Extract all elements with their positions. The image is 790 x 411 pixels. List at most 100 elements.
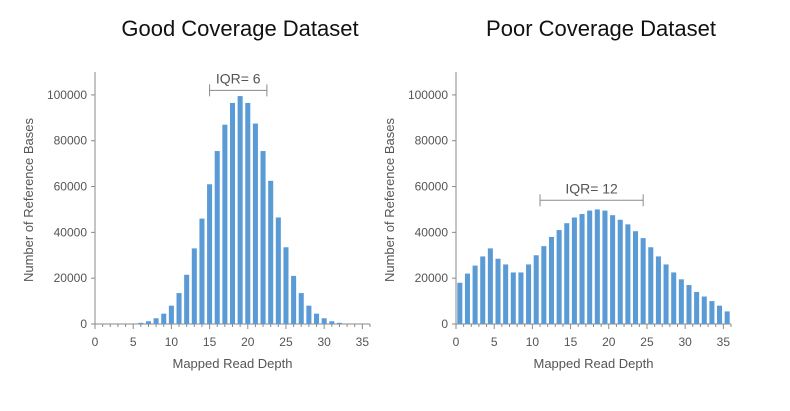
left-y-tick-label: 60000: [54, 180, 88, 194]
left-bar: [260, 151, 266, 324]
left-y-tick-label: 20000: [54, 271, 88, 285]
right-bar: [610, 215, 616, 324]
right-bar: [648, 247, 654, 324]
right-bar: [564, 223, 570, 324]
right-x-tick-label: 5: [491, 335, 498, 349]
left-bar: [222, 124, 228, 324]
right-bar: [541, 246, 547, 324]
right-bar: [579, 214, 585, 324]
left-bar: [329, 321, 335, 324]
left-x-tick-label: 10: [165, 335, 179, 349]
left-bar: [306, 305, 312, 324]
right-x-tick-label: 0: [453, 335, 460, 349]
left-bar: [237, 96, 243, 325]
right-bar: [694, 291, 700, 324]
left-bar: [229, 102, 236, 324]
right-bar: [709, 301, 715, 324]
right-bar: [640, 238, 646, 324]
left-x-tick-label: 35: [356, 335, 370, 349]
left-y-tick-label: 40000: [54, 225, 88, 239]
right-bar: [678, 279, 684, 324]
left-bar: [138, 322, 144, 324]
left-bar: [168, 305, 174, 324]
left-bar: [214, 151, 220, 324]
right-x-tick-label: 30: [678, 335, 692, 349]
right-chart-panel: 0 20000 40000 60000 80000 100000 0 5 10 15 20 25 30 3…: [382, 72, 732, 371]
left-y-tick-label: 0: [80, 317, 87, 331]
left-bar: [314, 313, 320, 324]
left-x-tick-label: 20: [241, 335, 255, 349]
left-bar: [161, 313, 167, 324]
right-y-tick-label: 40000: [415, 225, 449, 239]
right-y-tick-label: 0: [441, 317, 448, 331]
left-chart-title: Good Coverage Dataset: [121, 16, 358, 41]
right-y-tick-label: 80000: [415, 134, 449, 148]
left-x-tick-label: 0: [92, 335, 99, 349]
left-bar: [291, 275, 297, 324]
right-x-tick-label: 20: [602, 335, 616, 349]
left-x-tick-label: 25: [279, 335, 293, 349]
left-x-tick-label: 30: [317, 335, 331, 349]
left-bar: [252, 123, 258, 324]
left-bar: [245, 102, 251, 324]
left-bar: [283, 247, 289, 324]
right-bar: [518, 272, 524, 324]
right-y-axis-label: Number of Reference Bases: [382, 117, 397, 282]
right-bar: [594, 209, 600, 324]
left-x-tick-label: 15: [203, 335, 217, 349]
right-y-tick-label: 100000: [408, 88, 448, 102]
right-bar: [587, 210, 593, 324]
left-iqr-label: IQR= 6: [216, 70, 261, 86]
left-chart-panel: 0 20000 40000 60000 80000 100000 0 5 10 15 20 25 30 3…: [21, 70, 371, 371]
left-y-tick-label: 100000: [47, 88, 87, 102]
right-bar: [457, 282, 463, 324]
right-bar: [495, 258, 501, 324]
right-bar: [717, 305, 723, 324]
left-bar: [191, 248, 197, 324]
left-bar: [184, 274, 190, 324]
left-bar: [207, 184, 213, 324]
left-bar: [199, 218, 205, 324]
right-x-tick-label: 25: [640, 335, 654, 349]
right-bar: [533, 255, 539, 324]
right-bar: [625, 224, 631, 324]
left-x-axis-label: Mapped Read Depth: [173, 356, 293, 371]
right-bar: [655, 256, 661, 324]
right-bar: [617, 219, 623, 324]
right-chart-title: Poor Coverage Dataset: [486, 16, 716, 41]
left-y-tick-label: 80000: [54, 134, 88, 148]
right-bar: [480, 256, 486, 324]
left-x-tick-label: 5: [130, 335, 137, 349]
left-bar: [275, 217, 281, 324]
left-bar: [321, 318, 327, 324]
right-x-tick-label: 15: [564, 335, 578, 349]
right-bar: [701, 296, 707, 324]
right-bar: [510, 272, 516, 324]
left-bar: [298, 293, 304, 324]
right-bar: [526, 264, 532, 324]
right-bar: [556, 230, 562, 324]
left-bar: [336, 322, 342, 324]
right-bar: [663, 264, 669, 324]
right-bar: [686, 285, 692, 324]
right-bar: [671, 272, 677, 324]
left-bar: [145, 321, 151, 324]
right-bar: [724, 311, 730, 324]
left-y-axis-label: Number of Reference Bases: [21, 117, 36, 282]
right-bar: [602, 210, 608, 324]
right-x-tick-label: 10: [526, 335, 540, 349]
right-x-tick-label: 35: [717, 335, 731, 349]
right-x-axis-label: Mapped Read Depth: [534, 356, 654, 371]
right-bar: [503, 264, 509, 324]
left-bar: [176, 293, 182, 324]
left-bar: [268, 180, 274, 324]
right-bar: [571, 217, 577, 324]
right-bar: [632, 231, 639, 324]
right-bar: [472, 265, 478, 324]
right-bar: [487, 248, 493, 324]
right-y-tick-label: 60000: [415, 180, 449, 194]
right-y-tick-label: 20000: [415, 271, 449, 285]
left-bar: [153, 318, 159, 324]
right-iqr-label: IQR= 12: [565, 180, 618, 196]
